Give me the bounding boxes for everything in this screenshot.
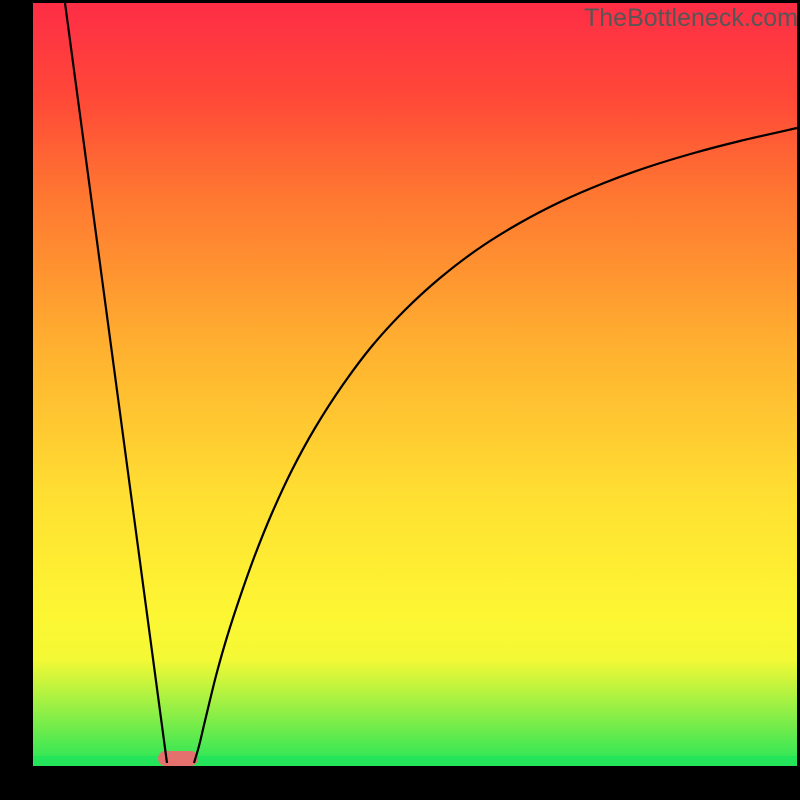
bottleneck-marker [158, 751, 198, 766]
bottom-border [0, 766, 800, 800]
plot-area [33, 3, 797, 766]
watermark-text: TheBottleneck.com [584, 4, 798, 33]
green-baseline-strip [33, 756, 797, 766]
chart-container: TheBottleneck.com [0, 0, 800, 800]
left-border [0, 0, 33, 800]
